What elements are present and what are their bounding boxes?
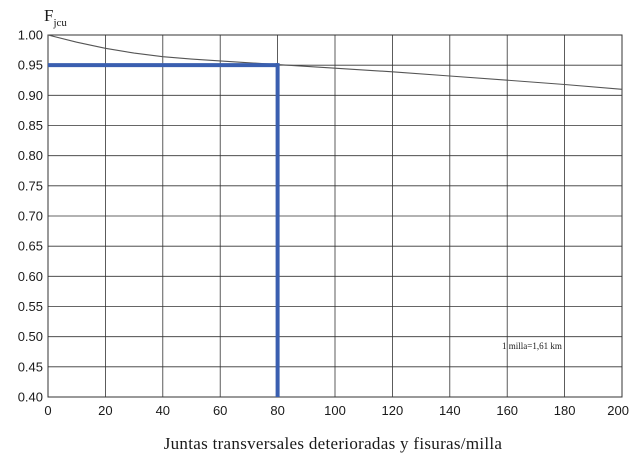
x-tick-label-160: 160: [496, 403, 518, 418]
x-tick-label-40: 40: [156, 403, 170, 418]
y-tick-label-0.70: 0.70: [18, 209, 43, 224]
x-tick-label-100: 100: [324, 403, 346, 418]
y-axis-title: Fjcu: [44, 6, 67, 29]
tick-layer: 0.40 0.45 0.50 0.55 0.60 0.65 0.70 0.75 0.80 0.85…: [18, 28, 629, 419]
y-tick-label-0.90: 0.90: [18, 88, 43, 103]
y-tick-label-0.45: 0.45: [18, 359, 43, 374]
y-tick-label-0.50: 0.50: [18, 329, 43, 344]
y-tick-label-0.75: 0.75: [18, 178, 43, 193]
y-tick-label-1.00: 1.00: [18, 28, 43, 43]
y-tick-label-0.65: 0.65: [18, 239, 43, 254]
y-tick-label-0.40: 0.40: [18, 390, 43, 405]
y-axis-title-sub: jcu: [52, 17, 67, 29]
y-tick-label-0.80: 0.80: [18, 148, 43, 163]
chart-annotation: 1 milla=1,61 km: [502, 341, 562, 351]
x-tick-label-20: 20: [98, 403, 112, 418]
y-tick-label-0.95: 0.95: [18, 58, 43, 73]
x-tick-label-80: 80: [270, 403, 284, 418]
x-tick-label-60: 60: [213, 403, 227, 418]
y-axis-title-main: F: [44, 6, 53, 25]
y-tick-label-0.60: 0.60: [18, 269, 43, 284]
y-tick-label-0.55: 0.55: [18, 299, 43, 314]
x-tick-label-140: 140: [439, 403, 461, 418]
x-tick-label-0: 0: [44, 403, 51, 418]
x-tick-label-200: 200: [607, 403, 629, 418]
x-tick-label-180: 180: [554, 403, 576, 418]
x-axis-title: Juntas transversales deterioradas y fisu…: [164, 434, 503, 453]
y-tick-label-0.85: 0.85: [18, 118, 43, 133]
x-tick-label-120: 120: [382, 403, 404, 418]
